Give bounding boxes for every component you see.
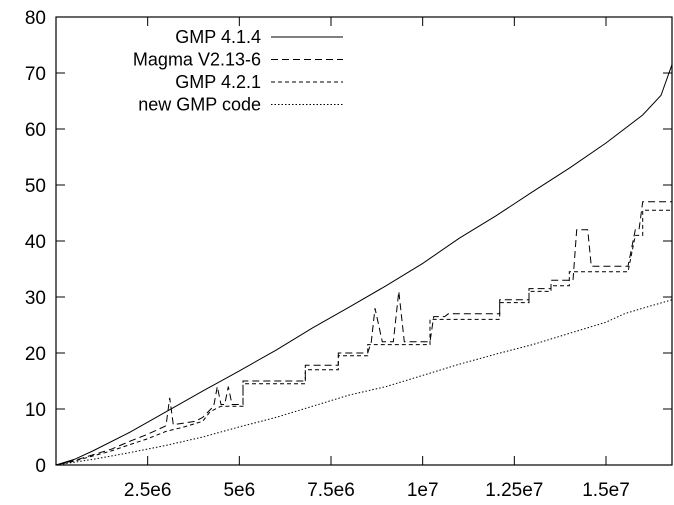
series-line-1 (55, 201, 672, 466)
x-tick-label: 1e7 (407, 480, 439, 501)
legend-label: Magma V2.13-6 (133, 50, 261, 70)
x-tick-label: 7.5e6 (307, 480, 355, 501)
y-tick-label: 10 (25, 400, 46, 421)
y-tick-label: 40 (25, 232, 46, 253)
x-tick-label: 2.5e6 (124, 480, 172, 501)
x-tick-label: 1.5e7 (582, 480, 630, 501)
series-line-2 (55, 209, 672, 466)
legend-label: new GMP code (138, 95, 261, 115)
series-line-3 (55, 299, 673, 466)
y-tick-label: 20 (25, 344, 46, 365)
y-tick-label: 50 (25, 176, 46, 197)
y-tick-label: 30 (25, 288, 46, 309)
legend-label: GMP 4.2.1 (175, 72, 261, 92)
y-tick-label: 60 (25, 120, 46, 141)
series-line-0 (55, 64, 673, 466)
legend-label: GMP 4.1.4 (175, 27, 261, 47)
plot-area-frame (55, 16, 673, 466)
x-tick-label: 1.25e7 (485, 480, 543, 501)
series-layer (55, 64, 673, 466)
x-tick-label: 5e6 (223, 480, 255, 501)
axis-ticks: 0 10 20 30 40 50 60 70 80 2.5e6 5e6 7.5e6 1e7 1.25e7 1… (25, 8, 672, 501)
y-tick-label: 70 (25, 64, 46, 85)
y-tick-label: 0 (35, 456, 46, 477)
y-tick-label: 80 (25, 8, 46, 29)
